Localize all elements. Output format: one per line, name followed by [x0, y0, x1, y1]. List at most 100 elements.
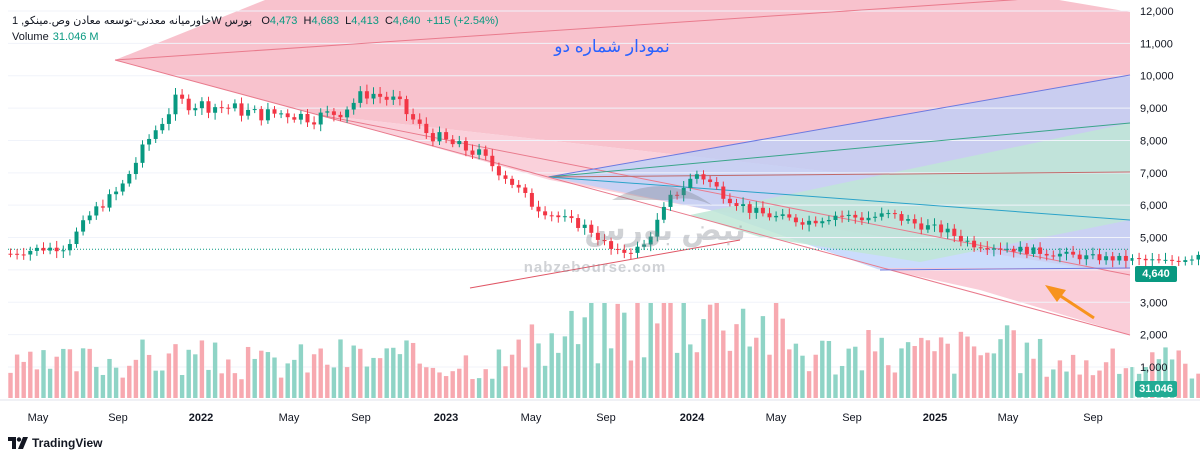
- candle-body: [648, 236, 653, 245]
- candle-body: [503, 175, 508, 179]
- candle-body: [173, 94, 178, 115]
- tradingview-footer[interactable]: TradingView: [8, 436, 102, 450]
- candle-body: [298, 113, 303, 120]
- volume-bar: [94, 366, 99, 398]
- volume-bar: [193, 354, 198, 398]
- close-label: C: [384, 15, 393, 27]
- volume-bar: [1123, 368, 1129, 398]
- volume-bar: [767, 354, 772, 398]
- volume-bar: [648, 303, 653, 398]
- candle-body: [470, 150, 475, 155]
- candle-body: [153, 130, 158, 139]
- volume-bar: [542, 365, 548, 398]
- volume-bar: [780, 318, 785, 398]
- drawing-line: [547, 74, 1131, 178]
- y-tick-label: 12,000: [1140, 6, 1174, 18]
- volume-bar: [529, 324, 535, 398]
- open-label: O: [261, 15, 270, 27]
- volume-bar: [516, 339, 521, 398]
- candle-body: [747, 204, 752, 213]
- volume-bar: [905, 342, 911, 398]
- volume-bar: [430, 367, 436, 398]
- candle-body: [1090, 254, 1095, 256]
- candle-body: [734, 203, 739, 207]
- candle-body: [635, 246, 640, 253]
- volume-bar: [727, 350, 733, 398]
- volume-bar: [938, 337, 944, 398]
- volume-bar: [800, 355, 805, 398]
- candle-body: [668, 194, 673, 207]
- candle-body: [1196, 254, 1200, 260]
- volume-bar: [925, 340, 931, 398]
- volume-bar: [655, 323, 660, 398]
- candle-body: [1150, 259, 1155, 261]
- candle-body: [1143, 258, 1148, 261]
- volume-bar: [457, 368, 462, 398]
- candle-body: [793, 217, 798, 223]
- volume-bar: [371, 357, 376, 398]
- candle-body: [602, 239, 607, 242]
- candle-body: [193, 108, 198, 111]
- drawing-line: [547, 176, 1131, 221]
- tv-logo-icon: [8, 437, 28, 449]
- y-tick-label: 1,000: [1140, 362, 1168, 374]
- candle-body: [496, 166, 501, 176]
- x-tick-label: Sep: [351, 412, 371, 424]
- candle-body: [226, 107, 231, 109]
- volume-bar: [688, 344, 693, 398]
- volume-bar: [1031, 358, 1036, 398]
- y-tick-label: 8,000: [1140, 135, 1168, 147]
- volume-bar: [252, 358, 257, 398]
- volume-bar: [265, 352, 271, 398]
- candle-body: [127, 174, 132, 184]
- volume-bar: [569, 310, 574, 398]
- volume-bar: [1057, 360, 1063, 398]
- volume-bar: [602, 303, 607, 398]
- candle-body: [239, 103, 244, 116]
- volume-bar: [1011, 330, 1016, 398]
- candle-body: [232, 103, 237, 109]
- volume-bar: [67, 349, 73, 398]
- annotation-title: نمودار شماره دو: [553, 37, 669, 56]
- candle-body: [1064, 251, 1069, 254]
- arrow-annotation-icon: [1045, 285, 1095, 320]
- candle-body: [549, 215, 554, 217]
- symbol-name[interactable]: خاورمیانه معدنی-توسعه معادن وص.مینکو, 1W: [12, 15, 222, 27]
- candle-body: [1057, 253, 1062, 257]
- volume-bar: [886, 365, 891, 398]
- candle-body: [767, 213, 772, 218]
- volume-bar: [410, 342, 416, 398]
- volume-bar: [793, 343, 799, 398]
- candle-body: [780, 214, 785, 216]
- candle-body: [1038, 247, 1043, 254]
- volume-bar: [958, 331, 964, 398]
- candle-body: [1104, 256, 1109, 261]
- candle-body: [48, 247, 53, 251]
- y-tick-label: 11,000: [1140, 38, 1173, 50]
- candle-body: [318, 112, 323, 125]
- candle-body: [628, 252, 633, 254]
- volume-bar: [120, 377, 125, 398]
- volume-bar: [721, 330, 726, 398]
- y-tick-label: 7,000: [1140, 168, 1168, 180]
- candle-body: [688, 178, 693, 188]
- volume-bar: [952, 373, 957, 398]
- candle-body: [147, 138, 152, 145]
- candle-body: [364, 91, 369, 99]
- volume-bar: [476, 378, 482, 398]
- volume-bar: [747, 346, 752, 398]
- candle-body: [813, 220, 818, 224]
- candle-body: [107, 194, 112, 208]
- volume-bar: [338, 339, 343, 398]
- volume-bar: [364, 366, 370, 398]
- x-tick-label: Sep: [108, 412, 128, 424]
- candle-body: [424, 123, 429, 134]
- candle-body: [100, 206, 105, 208]
- candle-body: [94, 206, 99, 216]
- x-tick-label: 2023: [434, 412, 458, 424]
- last-volume-tag: 31.046 M: [1135, 381, 1177, 411]
- volume-bar: [635, 303, 640, 398]
- volume-bar: [562, 336, 568, 398]
